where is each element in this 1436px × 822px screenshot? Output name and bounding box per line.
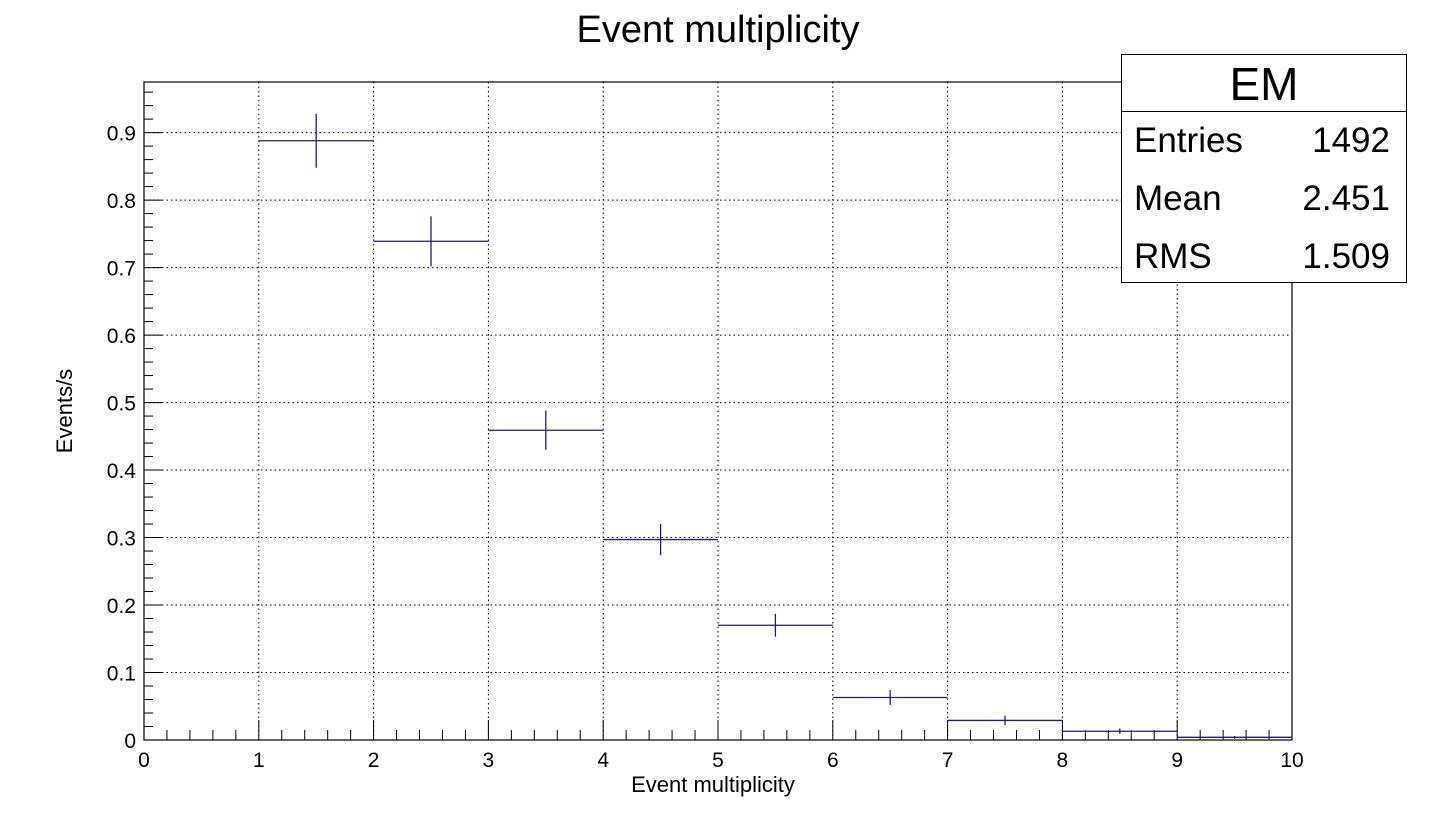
stats-value: 1492 (1312, 121, 1390, 160)
histogram-series (258, 113, 1292, 739)
stats-value: 1.509 (1302, 237, 1390, 276)
x-tick-label: 7 (942, 749, 954, 772)
y-tick-label: 0.9 (107, 123, 136, 146)
stats-row-mean: Mean 2.451 (1122, 170, 1406, 228)
x-tick-label: 0 (138, 749, 150, 772)
x-tick-label: 8 (1057, 749, 1069, 772)
x-axis-label: Event multiplicity (631, 772, 795, 797)
chart-title: Event multiplicity (577, 9, 860, 51)
x-axis-tick-labels: 0 1 2 3 4 5 6 7 8 9 10 (138, 749, 1304, 772)
stats-row-rms: RMS 1.509 (1122, 228, 1406, 286)
stats-label: Entries (1134, 121, 1243, 160)
stats-title: EM (1122, 55, 1406, 112)
grid (144, 82, 1292, 740)
y-tick-label: 0.2 (107, 595, 136, 618)
y-tick-label: 0.3 (107, 528, 136, 551)
axis-ticks (143, 91, 1293, 741)
y-tick-label: 0.1 (107, 663, 136, 686)
x-tick-label: 9 (1171, 749, 1183, 772)
y-tick-label: 0.7 (107, 258, 136, 281)
y-axis-label: Events/s (52, 369, 77, 453)
x-tick-label: 4 (597, 749, 609, 772)
x-tick-label: 3 (483, 749, 495, 772)
stats-value: 2.451 (1302, 179, 1390, 218)
stats-label: Mean (1134, 179, 1222, 218)
stats-box: EM Entries 1492 Mean 2.451 RMS 1.509 (1121, 54, 1407, 283)
x-tick-label: 10 (1280, 749, 1303, 772)
stats-label: RMS (1134, 237, 1212, 276)
x-tick-label: 6 (827, 749, 839, 772)
x-tick-label: 5 (712, 749, 724, 772)
x-tick-label: 1 (253, 749, 265, 772)
y-tick-label: 0 (124, 730, 136, 753)
y-tick-label: 0.4 (107, 460, 137, 483)
y-tick-label: 0.8 (107, 190, 136, 213)
y-axis-tick-labels: 0 0.1 0.2 0.3 0.4 0.5 0.6 0.7 0.8 0.9 (107, 123, 137, 753)
y-tick-label: 0.5 (107, 393, 136, 416)
x-tick-label: 2 (368, 749, 380, 772)
y-tick-label: 0.6 (107, 325, 136, 348)
stats-row-entries: Entries 1492 (1122, 112, 1406, 170)
